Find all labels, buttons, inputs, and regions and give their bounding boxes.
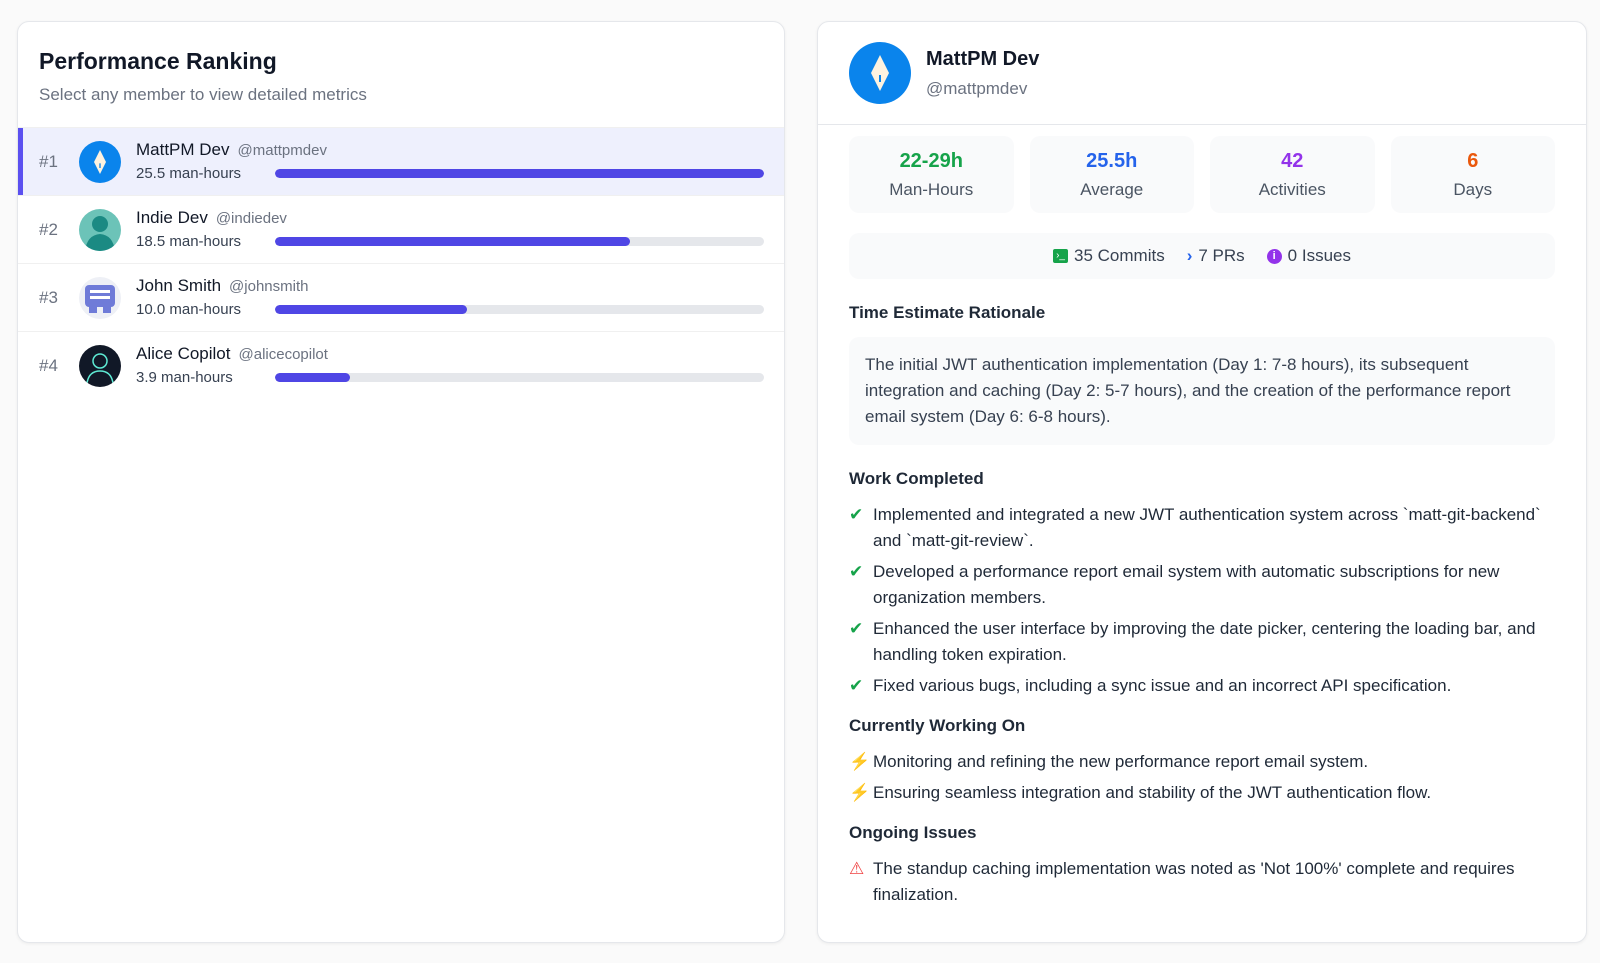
member-handle: @mattpmdev [237, 141, 327, 159]
list-item-text: Fixed various bugs, including a sync iss… [873, 676, 1452, 695]
panel-subtitle: Select any member to view detailed metri… [39, 85, 367, 104]
warning-icon: ⚠ [849, 859, 865, 878]
issues-count: 0 Issues [1287, 246, 1351, 265]
activity-counts: ›_ 35 Commits › 7 PRs i 0 Issues [849, 233, 1555, 279]
list-item: ✔ Developed a performance report email sy… [849, 559, 1555, 611]
member-hours: 25.5 man-hours [136, 164, 242, 182]
member-header: MattPM Dev @mattpmdev [818, 22, 1586, 125]
hours-progress-bar [275, 304, 764, 314]
list-item: ⚠ The standup caching implementation was … [849, 856, 1555, 908]
list-item-text: Implemented and integrated a new JWT aut… [873, 505, 1541, 550]
performance-ranking-panel: Performance Ranking Select any member to… [17, 21, 785, 943]
member-row[interactable]: #4 Alice Copilot @alicecopilot 3.9 man-ho… [18, 331, 784, 399]
member-rank: #3 [39, 287, 58, 307]
member-name: MattPM Dev [926, 47, 1040, 70]
person-silhouette-avatar-icon [79, 208, 121, 251]
member-row[interactable]: #3 John Smith @johnsmith 10.0 man-hours [18, 263, 784, 331]
member-detail-panel: MattPM Dev @mattpmdev 22-29h Man-Hours 25.… [817, 21, 1587, 943]
list-item-text: Ensuring seamless integration and stabil… [873, 783, 1432, 802]
lightning-icon: ⚡ [849, 752, 871, 771]
member-name: MattPM Dev [136, 139, 230, 159]
member-handle: @johnsmith [229, 277, 309, 295]
member-handle: @mattpmdev [926, 78, 1028, 98]
person-outline-avatar-icon [79, 344, 121, 387]
stat-value: 42 [1281, 150, 1304, 172]
currently-working-heading: Currently Working On [849, 716, 1026, 735]
list-item: ✔ Implemented and integrated a new JWT au… [849, 502, 1555, 554]
member-rank: #2 [39, 219, 58, 239]
lightning-icon: ⚡ [849, 783, 871, 802]
stat-card: 42 Activities [1210, 136, 1375, 213]
list-item-text: Enhanced the user interface by improving… [873, 619, 1536, 664]
check-icon: ✔ [849, 562, 864, 581]
rationale-heading: Time Estimate Rationale [849, 303, 1046, 322]
member-name: Indie Dev [136, 207, 208, 227]
list-item-text: Monitoring and refining the new performa… [873, 752, 1369, 771]
member-rank: #4 [39, 355, 58, 375]
stat-card: 25.5h Average [1029, 136, 1194, 213]
stat-label: Activities [1258, 180, 1326, 199]
hours-progress-fill [275, 236, 630, 246]
ongoing-issues-heading: Ongoing Issues [849, 823, 977, 842]
panel-title: Performance Ranking [39, 48, 277, 74]
compass-avatar-icon [849, 42, 911, 104]
member-name: Alice Copilot [136, 343, 231, 363]
member-handle: @indiedev [215, 209, 287, 227]
stat-card: 22-29h Man-Hours [849, 136, 1014, 213]
info-icon: i [1266, 248, 1282, 264]
stat-value: 6 [1467, 150, 1479, 172]
stat-label: Average [1080, 180, 1144, 199]
member-hours: 18.5 man-hours [136, 232, 242, 250]
hours-progress-bar [275, 372, 764, 382]
work-completed-heading: Work Completed [849, 469, 984, 488]
check-icon: ✔ [849, 505, 864, 524]
compass-avatar-icon [79, 140, 121, 183]
list-item: ⚡ Monitoring and refining the new perform… [849, 749, 1555, 775]
member-handle: @alicecopilot [238, 345, 328, 363]
member-name: John Smith [136, 275, 222, 295]
chevron-right-icon: › [1186, 246, 1193, 265]
list-item-text: Developed a performance report email sys… [873, 562, 1500, 607]
stat-value: 25.5h [1086, 150, 1138, 172]
check-icon: ✔ [849, 619, 864, 638]
check-icon: ✔ [849, 676, 864, 695]
hours-progress-bar [275, 168, 764, 178]
stat-value: 22-29h [899, 150, 963, 172]
list-item: ✔ Fixed various bugs, including a sync is… [849, 673, 1555, 699]
list-item: ⚡ Ensuring seamless integration and stabi… [849, 780, 1555, 806]
list-item: ✔ Enhanced the user interface by improvin… [849, 616, 1555, 668]
stat-card: 6 Days [1390, 136, 1555, 213]
member-row[interactable]: #1 MattPM Dev @mattpmdev 25.5 man-hours [18, 127, 784, 195]
hours-progress-fill [275, 372, 350, 382]
terminal-icon: ›_ [1053, 249, 1069, 263]
member-hours: 3.9 man-hours [136, 368, 233, 386]
member-hours: 10.0 man-hours [136, 300, 242, 318]
commits-count: 35 Commits [1074, 246, 1165, 265]
hours-progress-fill [275, 168, 764, 178]
rationale-text: The initial JWT authentication implement… [849, 337, 1555, 445]
pixel-avatar-icon [79, 276, 121, 319]
hours-progress-fill [275, 304, 467, 314]
prs-count: 7 PRs [1198, 246, 1245, 265]
stat-label: Days [1453, 180, 1493, 199]
hours-progress-bar [275, 236, 764, 246]
list-item-text: The standup caching implementation was n… [873, 859, 1515, 904]
member-rank: #1 [39, 151, 58, 171]
stat-label: Man-Hours [889, 180, 974, 199]
member-row[interactable]: #2 Indie Dev @indiedev 18.5 man-hours [18, 195, 784, 263]
